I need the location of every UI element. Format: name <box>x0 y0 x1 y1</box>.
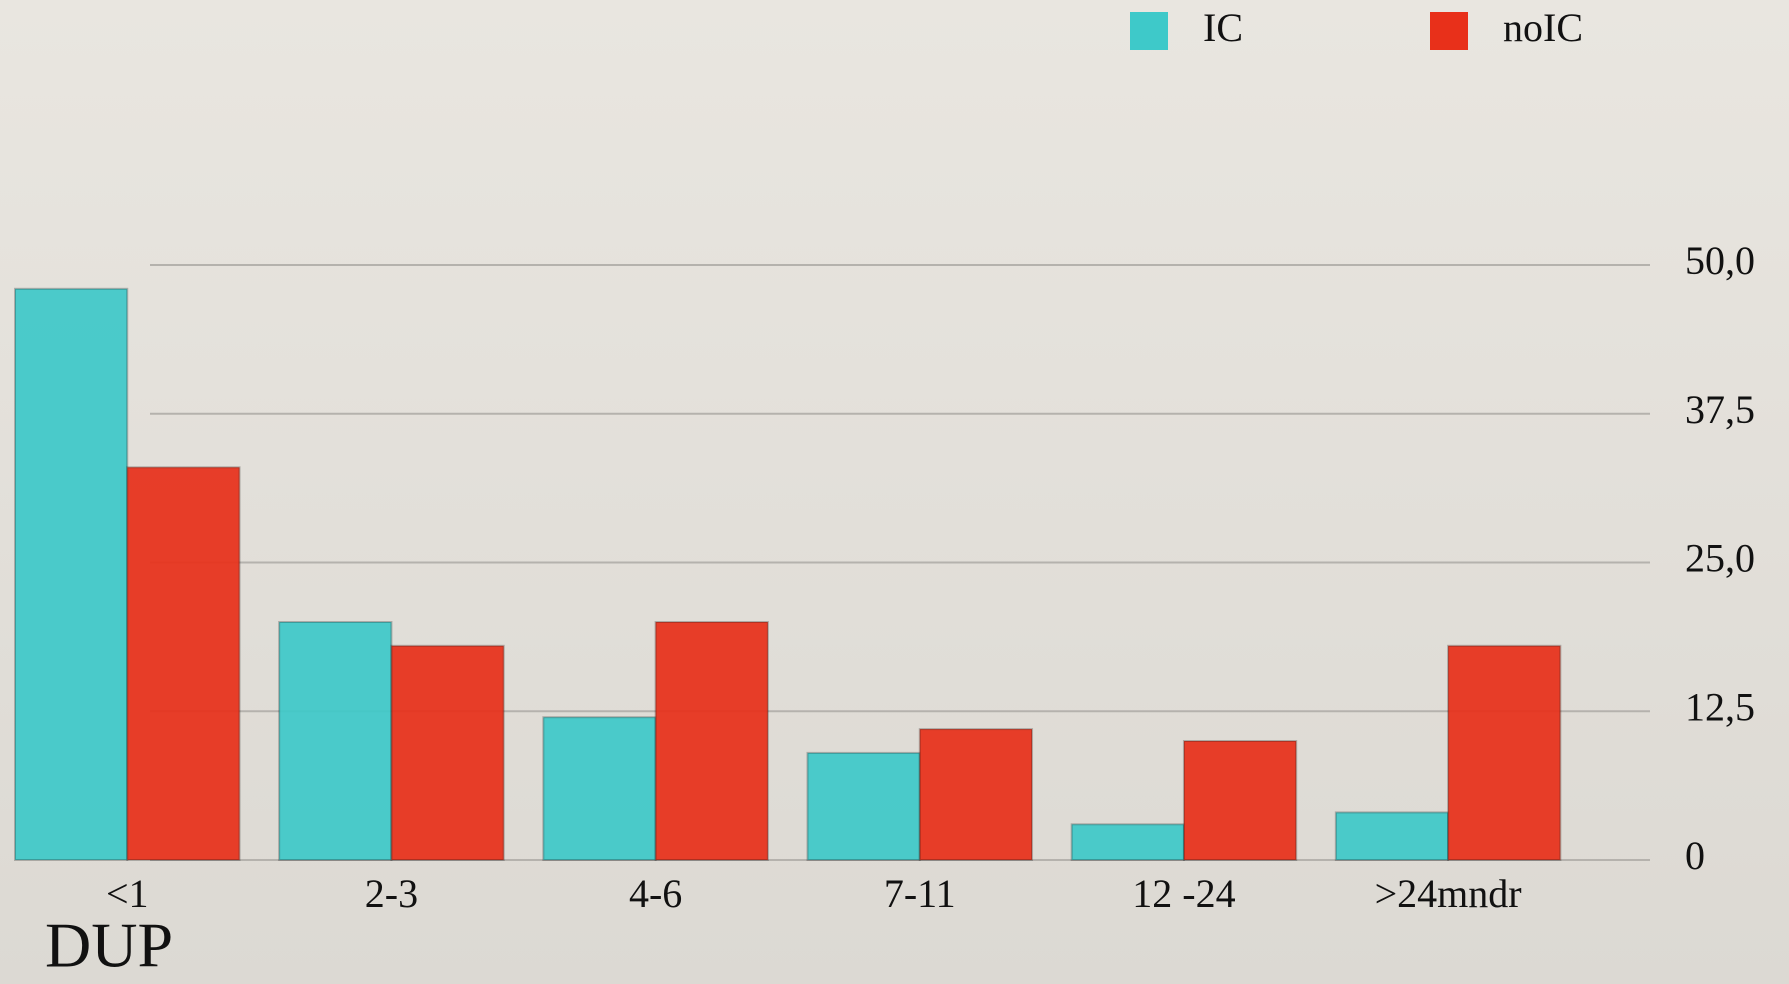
y-tick-label: 0 <box>1685 833 1705 878</box>
legend-label: IC <box>1203 5 1243 50</box>
x-tick-label: <1 <box>106 871 149 916</box>
y-tick-label: 25,0 <box>1685 536 1755 581</box>
bar <box>542 716 657 862</box>
x-tick-label: >24mndr <box>1375 871 1522 916</box>
bar <box>1447 644 1562 861</box>
bar <box>806 751 921 862</box>
legend-swatch <box>1430 12 1468 50</box>
x-tick-label: 7-11 <box>884 871 956 916</box>
y-tick-label: 50,0 <box>1685 238 1755 283</box>
bar <box>1182 740 1298 861</box>
legend-swatch <box>1130 12 1168 50</box>
bar <box>1334 811 1450 862</box>
bar <box>278 621 393 861</box>
x-tick-label: 2-3 <box>365 871 418 916</box>
x-axis-title: DUP <box>45 910 173 981</box>
x-tick-label: 12 -24 <box>1132 871 1235 916</box>
y-tick-label: 37,5 <box>1685 387 1755 432</box>
bar <box>14 287 129 861</box>
bar <box>390 644 505 861</box>
bar <box>918 728 1034 861</box>
bar <box>1070 823 1185 861</box>
y-tick-label: 12,5 <box>1685 684 1755 729</box>
legend-label: noIC <box>1503 5 1583 50</box>
bar <box>654 621 769 861</box>
x-tick-label: 4-6 <box>629 871 682 916</box>
bar <box>126 466 241 861</box>
